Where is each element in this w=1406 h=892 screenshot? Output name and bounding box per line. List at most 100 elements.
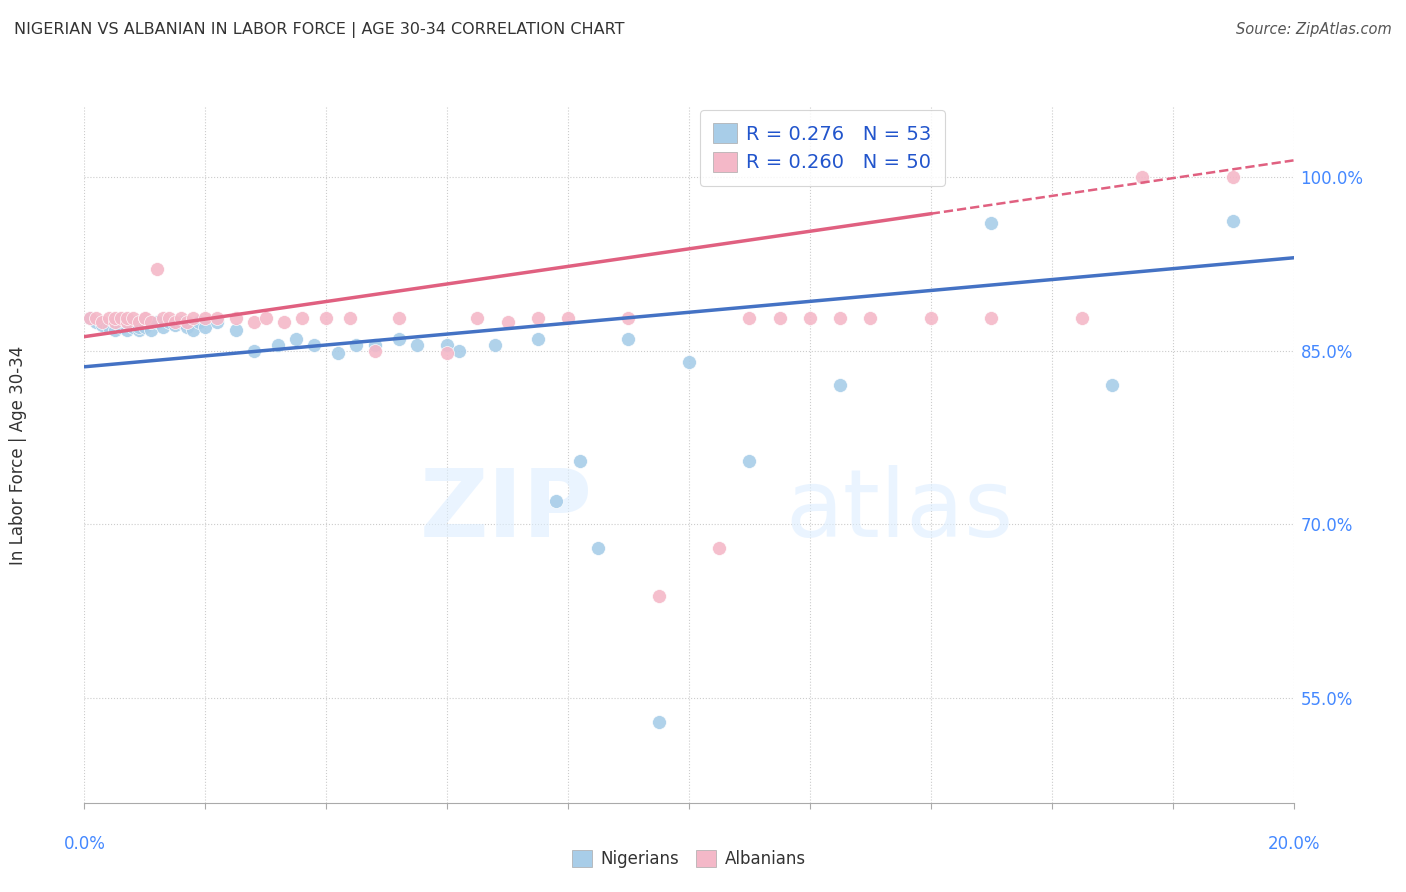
Point (110, 311, 132, 326)
Point (79, 311, 101, 326)
Text: ZIP: ZIP (419, 465, 592, 557)
Point (544, 494, 567, 508)
Point (617, 311, 640, 326)
Point (165, 315, 187, 329)
Point (254, 311, 277, 326)
Point (346, 338, 368, 352)
Legend: Nigerians, Albanians: Nigerians, Albanians (565, 843, 813, 874)
Point (496, 315, 519, 329)
Point (557, 311, 579, 326)
Text: Source: ZipAtlas.com: Source: ZipAtlas.com (1236, 22, 1392, 37)
Point (339, 311, 361, 326)
Point (830, 311, 852, 326)
Point (449, 343, 471, 358)
Point (242, 343, 264, 358)
Point (1071, 311, 1094, 326)
Point (436, 346, 458, 360)
Point (97, 320, 120, 334)
Point (139, 315, 162, 329)
Point (267, 338, 290, 352)
Point (110, 315, 132, 329)
Point (363, 338, 385, 352)
Text: 0.0%: 0.0% (63, 835, 105, 854)
Point (1222, 169, 1244, 184)
Point (139, 315, 162, 329)
Point (181, 311, 204, 326)
Point (134, 320, 156, 334)
Point (128, 315, 150, 329)
Point (527, 311, 550, 326)
Point (121, 311, 143, 326)
Point (104, 323, 127, 337)
Text: In Labor Force | Age 30-34: In Labor Force | Age 30-34 (8, 345, 27, 565)
Point (588, 541, 610, 555)
Point (363, 343, 385, 358)
Point (91, 315, 114, 329)
Point (1101, 378, 1123, 392)
Point (285, 332, 308, 346)
Point (134, 311, 156, 326)
Point (388, 311, 411, 326)
Point (406, 338, 429, 352)
Point (128, 323, 150, 337)
Point (1130, 169, 1153, 184)
Point (648, 714, 671, 729)
Point (225, 311, 247, 326)
Point (207, 315, 229, 329)
Point (146, 262, 169, 277)
Point (134, 315, 156, 329)
Point (188, 315, 211, 329)
Point (709, 541, 731, 555)
Point (859, 311, 882, 326)
Point (170, 311, 193, 326)
Point (181, 323, 204, 337)
Point (799, 311, 821, 326)
Point (152, 320, 174, 334)
Point (176, 320, 198, 334)
Point (617, 332, 640, 346)
Point (920, 311, 942, 326)
Point (121, 315, 143, 329)
Point (115, 315, 138, 329)
Text: atlas: atlas (786, 465, 1014, 557)
Point (170, 315, 193, 329)
Text: NIGERIAN VS ALBANIAN IN LABOR FORCE | AGE 30-34 CORRELATION CHART: NIGERIAN VS ALBANIAN IN LABOR FORCE | AG… (14, 22, 624, 38)
Point (97, 311, 120, 326)
Point (302, 338, 325, 352)
Point (194, 320, 217, 334)
Point (79, 311, 101, 326)
Point (194, 311, 217, 326)
Point (242, 315, 264, 329)
Point (648, 590, 671, 604)
Point (273, 315, 295, 329)
Point (110, 320, 132, 334)
Point (176, 315, 198, 329)
Point (207, 311, 229, 326)
Point (146, 315, 169, 329)
Point (738, 453, 761, 467)
Point (225, 323, 247, 337)
Point (388, 332, 411, 346)
Point (86, 311, 108, 326)
Point (328, 346, 350, 360)
Point (678, 355, 700, 369)
Point (1222, 213, 1244, 227)
Point (134, 311, 156, 326)
Point (115, 315, 138, 329)
Point (315, 311, 337, 326)
Point (769, 311, 792, 326)
Point (484, 338, 506, 352)
Point (291, 311, 314, 326)
Point (157, 311, 180, 326)
Point (104, 315, 127, 329)
Point (165, 318, 187, 332)
Point (115, 323, 138, 337)
Point (86, 315, 108, 329)
Point (980, 216, 1002, 230)
Point (830, 378, 852, 392)
Point (121, 320, 143, 334)
Point (139, 323, 162, 337)
Point (738, 311, 761, 326)
Point (104, 311, 127, 326)
Point (157, 315, 180, 329)
